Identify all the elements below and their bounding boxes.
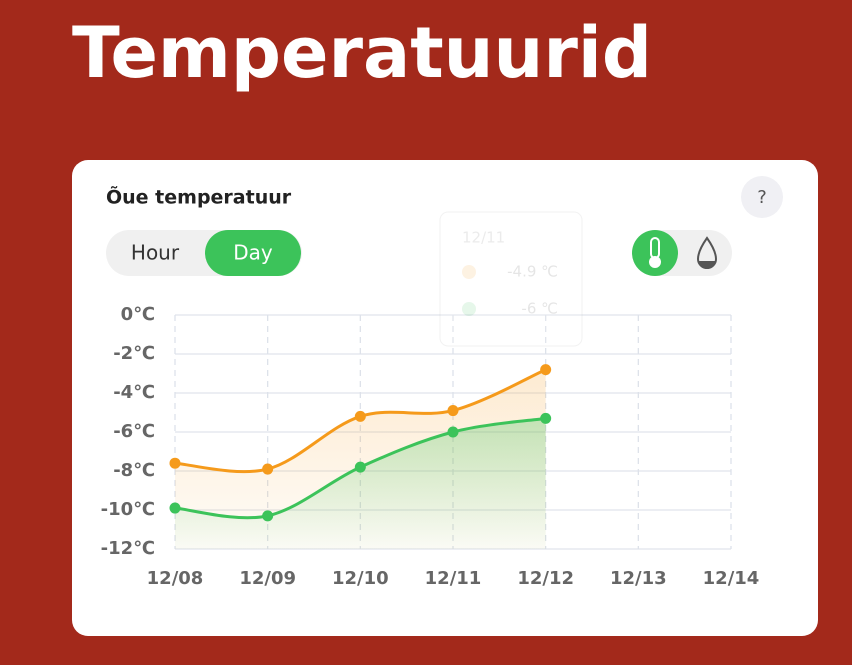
- x-tick-label: 12/11: [425, 568, 482, 589]
- help-button[interactable]: ?: [741, 176, 783, 218]
- card-title: Õue temperatuur: [106, 185, 292, 209]
- x-tick-label: 12/08: [147, 568, 204, 589]
- x-tick-label: 12/14: [703, 568, 760, 589]
- tooltip-dot: [462, 302, 476, 316]
- tooltip-date: 12/11: [462, 229, 505, 247]
- y-tick-label: -6℃: [113, 421, 155, 442]
- tooltip-value: -4.9 ℃: [507, 263, 558, 281]
- data-point: [540, 364, 552, 376]
- tooltip-value: -6 ℃: [521, 300, 558, 318]
- temperature-button[interactable]: [632, 230, 678, 276]
- x-tick-label: 12/09: [239, 568, 296, 589]
- data-point: [169, 502, 181, 514]
- data-point: [354, 410, 366, 422]
- x-tick-label: 12/13: [610, 568, 667, 589]
- range-label: Hour: [131, 241, 180, 265]
- range-option[interactable]: Day: [205, 230, 301, 276]
- range-label: Day: [233, 241, 273, 265]
- y-tick-label: -8℃: [113, 460, 155, 481]
- tooltip-dot: [462, 265, 476, 279]
- page-title: Temperatuurid: [72, 12, 652, 94]
- droplet-fill: [699, 261, 715, 269]
- y-tick-label: -4℃: [113, 382, 155, 403]
- y-tick-label: -12℃: [101, 538, 155, 559]
- x-tick-label: 12/12: [517, 568, 574, 589]
- help-circle: [741, 176, 783, 218]
- temperature-bg: [632, 230, 678, 276]
- x-tick-label: 12/10: [332, 568, 389, 589]
- data-point: [447, 405, 459, 417]
- thermometer-bulb: [649, 256, 661, 268]
- y-tick-label: -10℃: [101, 499, 155, 520]
- help-label: ?: [757, 187, 767, 208]
- humidity-button[interactable]: [696, 236, 718, 269]
- data-point: [262, 510, 274, 522]
- data-point: [354, 461, 366, 473]
- y-tick-label: 0℃: [121, 304, 155, 325]
- data-point: [447, 426, 459, 438]
- range-active: [205, 230, 301, 276]
- range-option[interactable]: Hour: [131, 241, 180, 265]
- tooltip: 12/11 -4.9 ℃ -6 ℃: [439, 211, 583, 347]
- data-point: [169, 457, 181, 469]
- data-point: [262, 463, 274, 475]
- tooltip-box: [439, 211, 583, 347]
- y-tick-label: -2℃: [113, 343, 155, 364]
- data-point: [540, 412, 552, 424]
